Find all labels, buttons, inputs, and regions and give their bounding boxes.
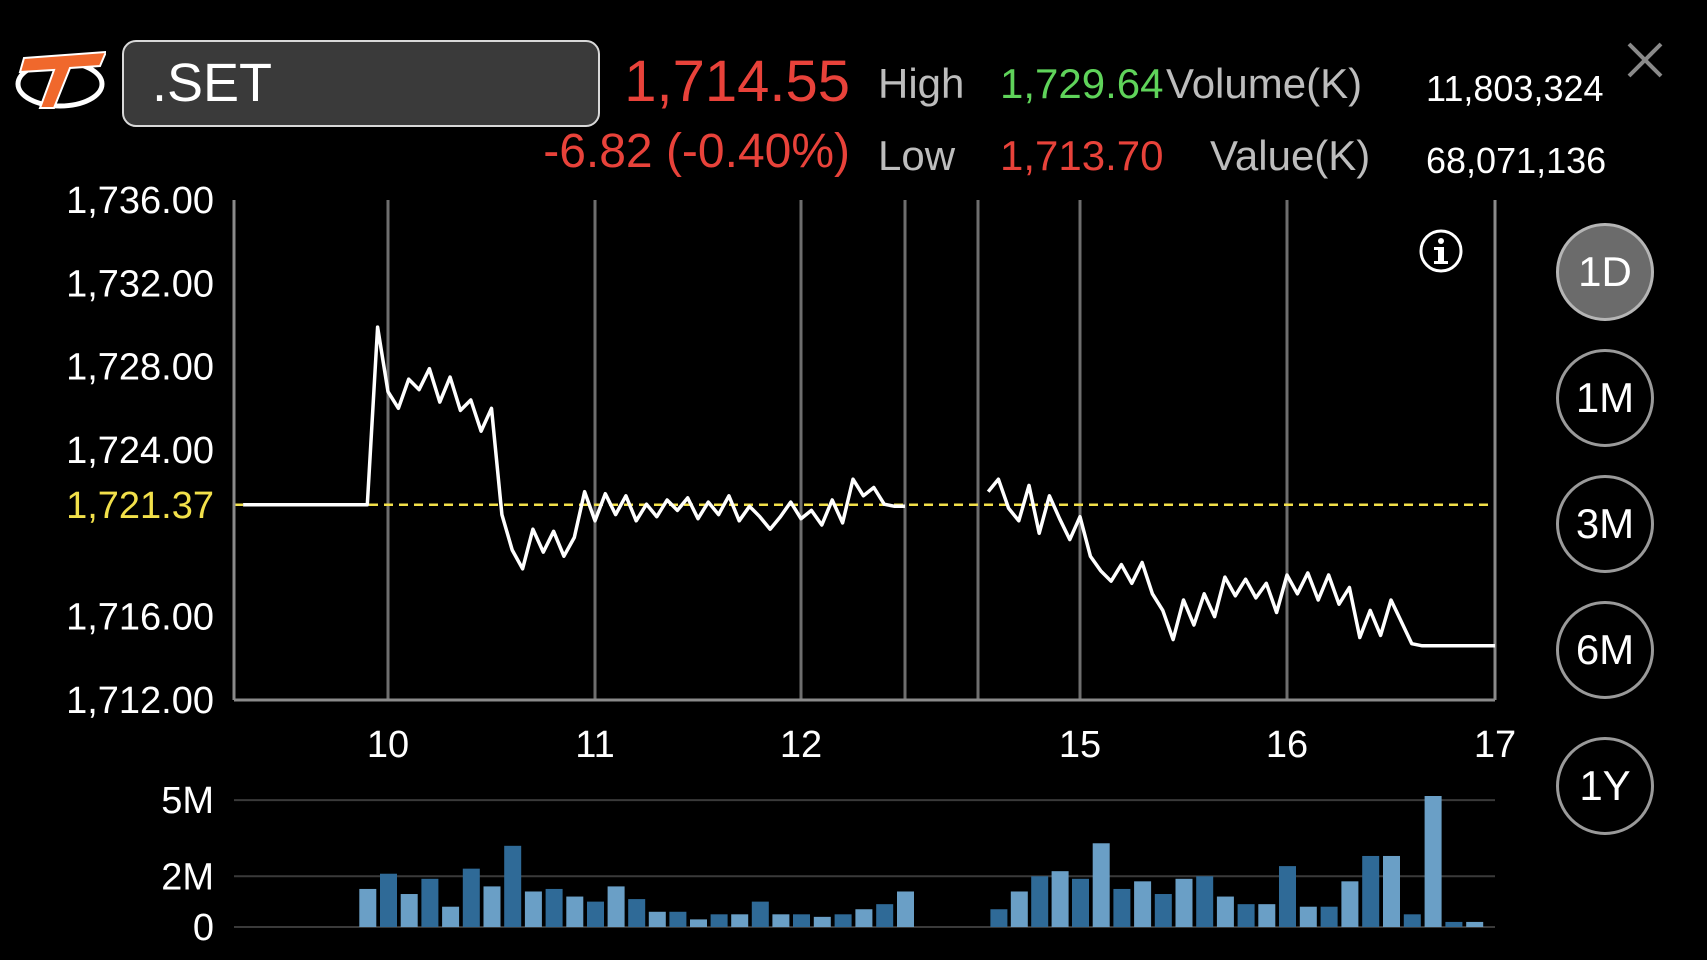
volume-bar bbox=[1072, 878, 1089, 927]
volume-bar bbox=[462, 868, 480, 927]
volume-bar bbox=[1237, 904, 1255, 927]
volume-value: 11,803,324 bbox=[1426, 68, 1604, 109]
volume-bar bbox=[1424, 796, 1442, 927]
price-line-series-2 bbox=[986, 477, 1495, 648]
y-tick-label: 1,728.00 bbox=[66, 347, 214, 389]
volume-bar bbox=[648, 911, 666, 927]
symbol-input[interactable]: .SET bbox=[122, 40, 600, 127]
volume-bar bbox=[1031, 876, 1049, 927]
volume-bar bbox=[990, 909, 1008, 927]
volume-bar bbox=[669, 911, 687, 927]
x-tick-label: 16 bbox=[1266, 724, 1308, 766]
x-tick-label: 11 bbox=[575, 724, 614, 766]
high-label: High bbox=[878, 60, 965, 107]
volume-bar bbox=[1092, 843, 1110, 927]
y-tick-label: 1,736.00 bbox=[66, 180, 214, 222]
volume-bar bbox=[545, 888, 563, 927]
volume-bar bbox=[1383, 855, 1400, 927]
timeframe-3m-button[interactable]: 3M bbox=[1556, 475, 1654, 573]
x-tick-label: 17 bbox=[1474, 724, 1516, 766]
price-change: -6.82 (-0.40%) bbox=[543, 125, 850, 178]
volume-label: Volume(K) bbox=[1166, 60, 1363, 107]
volume-bar bbox=[1320, 906, 1338, 927]
y-tick-label: 1,732.00 bbox=[66, 263, 214, 305]
volume-bar bbox=[400, 894, 418, 927]
volume-bar bbox=[1010, 891, 1028, 927]
price-line-series-1 bbox=[243, 325, 905, 571]
volume-bar bbox=[1196, 876, 1214, 927]
volume-bar bbox=[566, 896, 584, 927]
volume-bar bbox=[587, 901, 604, 927]
low-value: 1,713.70 bbox=[1000, 132, 1164, 179]
x-tick-label: 12 bbox=[780, 724, 822, 766]
volume-bar bbox=[1154, 894, 1172, 927]
volume-bar bbox=[690, 919, 707, 927]
volume-bar bbox=[710, 914, 728, 927]
y-tick-label: 1,724.00 bbox=[66, 430, 214, 472]
reference-label: 1,721.37 bbox=[66, 485, 214, 527]
brand-logo-icon bbox=[15, 50, 106, 109]
volume-bar bbox=[1258, 904, 1276, 927]
volume-bar bbox=[1341, 881, 1359, 927]
volume-bar bbox=[772, 914, 790, 927]
volume-bar bbox=[731, 914, 749, 927]
close-icon[interactable] bbox=[1623, 38, 1667, 82]
volume-bar bbox=[1051, 871, 1069, 927]
x-tick-label: 15 bbox=[1059, 724, 1101, 766]
volume-bar bbox=[421, 878, 439, 927]
y-tick-label: 1,712.00 bbox=[66, 680, 214, 722]
volume-bar bbox=[876, 904, 894, 927]
timeframe-1y-button[interactable]: 1Y bbox=[1556, 737, 1654, 835]
volume-bar bbox=[1216, 896, 1234, 927]
volume-bar bbox=[504, 845, 522, 927]
last-price: 1,714.55 bbox=[624, 49, 850, 114]
info-icon[interactable] bbox=[1418, 228, 1464, 274]
high-value: 1,729.64 bbox=[1000, 60, 1164, 107]
x-tick-label: 10 bbox=[367, 724, 409, 766]
timeframe-6m-button[interactable]: 6M bbox=[1556, 601, 1654, 699]
y-tick-label: 1,716.00 bbox=[66, 597, 214, 639]
volume-tick-label: 5M bbox=[161, 780, 214, 822]
volume-bar bbox=[380, 873, 397, 927]
volume-bar bbox=[813, 916, 831, 927]
volume-bar bbox=[1134, 881, 1152, 927]
volume-bar bbox=[1299, 906, 1317, 927]
value-value: 68,071,136 bbox=[1426, 140, 1607, 181]
volume-bar bbox=[793, 914, 810, 927]
volume-bar bbox=[607, 886, 625, 927]
volume-tick-label: 2M bbox=[161, 856, 214, 898]
volume-bar bbox=[483, 886, 501, 927]
volume-tick-label: 0 bbox=[193, 907, 214, 949]
volume-bar bbox=[1113, 888, 1131, 927]
volume-bar bbox=[751, 901, 769, 927]
volume-bar bbox=[524, 891, 542, 927]
value-label: Value(K) bbox=[1210, 132, 1371, 179]
volume-bar bbox=[1279, 866, 1296, 927]
volume-bar bbox=[359, 888, 377, 927]
volume-bar bbox=[1445, 921, 1463, 927]
volume-bar bbox=[628, 899, 646, 927]
timeframe-1m-button[interactable]: 1M bbox=[1556, 349, 1654, 447]
volume-bar bbox=[1175, 878, 1193, 927]
volume-bar bbox=[442, 906, 460, 927]
low-label: Low bbox=[878, 132, 956, 179]
volume-bar bbox=[1362, 855, 1380, 927]
timeframe-1d-button[interactable]: 1D bbox=[1556, 223, 1654, 321]
volume-bar bbox=[1466, 921, 1484, 927]
volume-bar bbox=[897, 891, 914, 927]
volume-bar bbox=[1403, 914, 1421, 927]
volume-bar bbox=[834, 914, 852, 927]
volume-bar bbox=[855, 909, 873, 927]
